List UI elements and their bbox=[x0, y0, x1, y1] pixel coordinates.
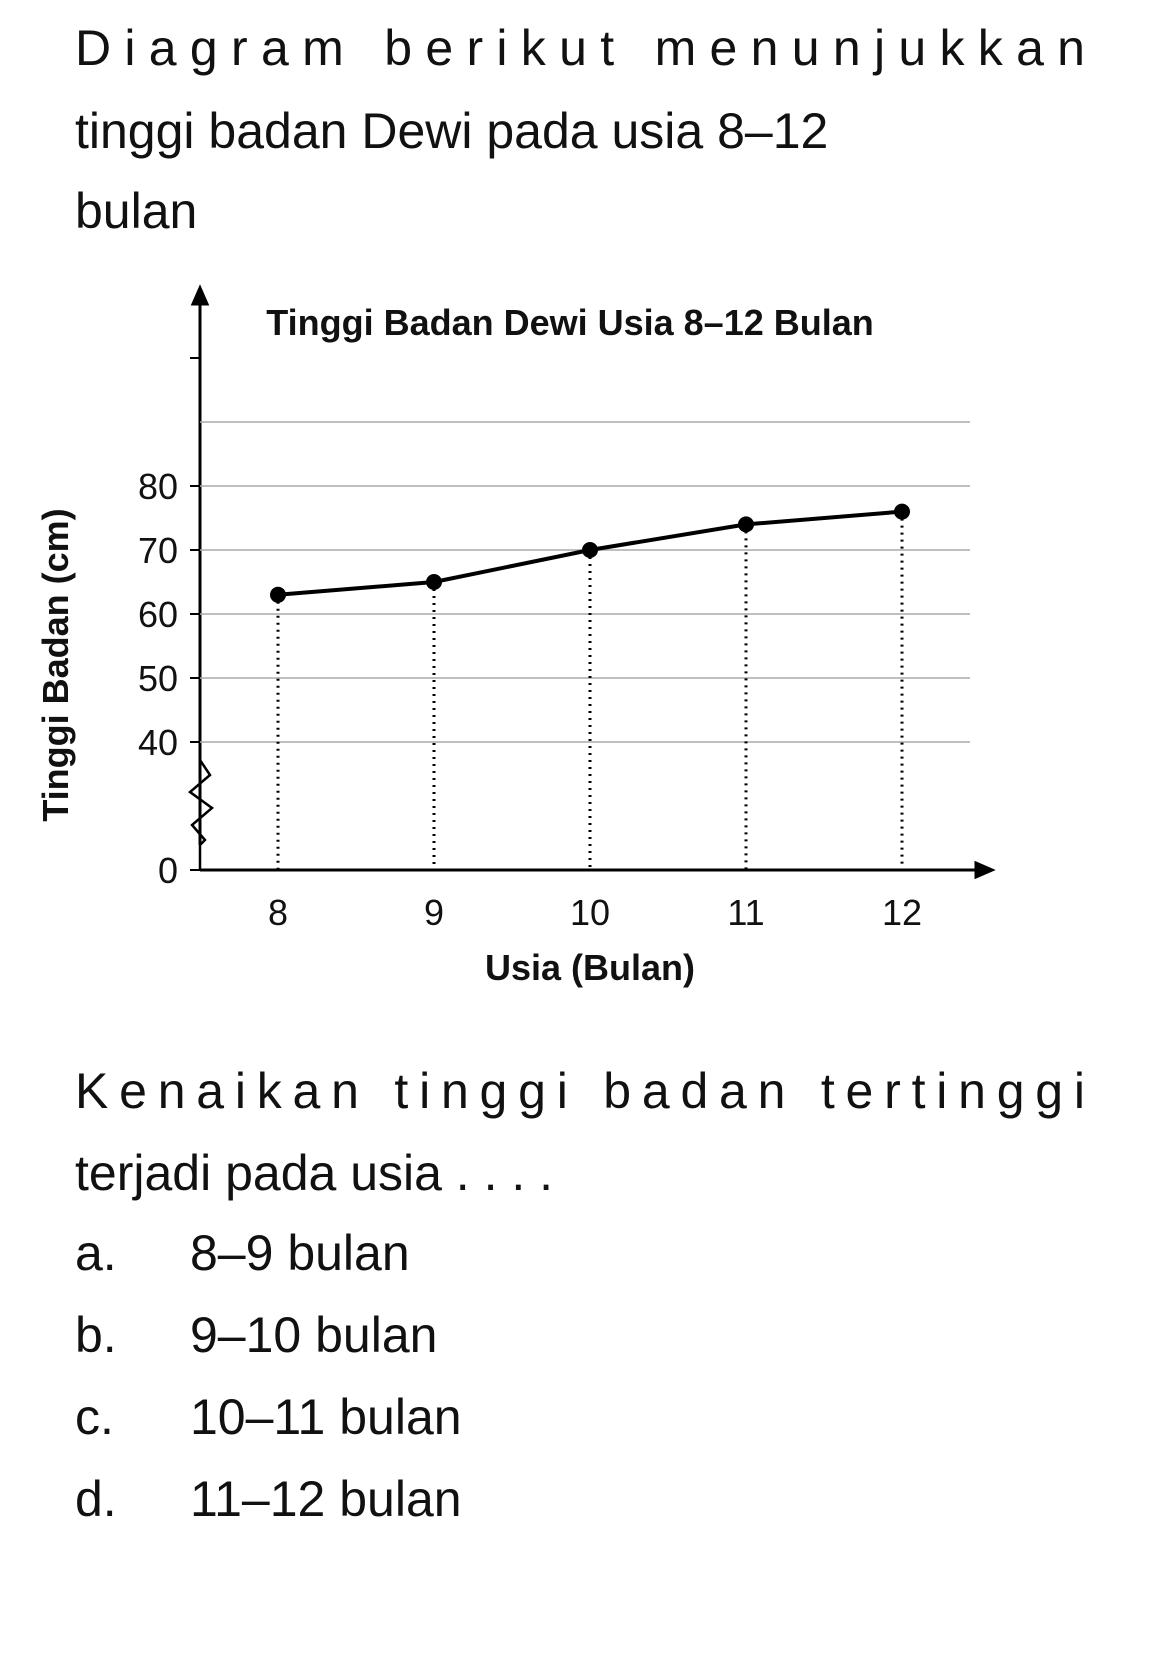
x-tick-label: 8 bbox=[268, 892, 288, 933]
intro-line: Diagram berikut menunjukkan bbox=[75, 20, 1085, 76]
option-text: 9–10 bulan bbox=[190, 1307, 437, 1363]
y-tick-label: 80 bbox=[138, 466, 178, 507]
x-tick-label: 10 bbox=[570, 892, 610, 933]
option-letter: b. bbox=[75, 1307, 117, 1363]
option-letter: d. bbox=[75, 1471, 117, 1527]
option-text: 11–12 bulan bbox=[190, 1471, 462, 1527]
x-tick-label: 12 bbox=[882, 892, 922, 933]
option-text: 10–11 bulan bbox=[190, 1389, 462, 1445]
axes bbox=[187, 284, 996, 880]
question-line: Kenaikan tinggi badan tertinggi bbox=[75, 1063, 1085, 1119]
y-tick-label: 70 bbox=[138, 530, 178, 571]
data-point bbox=[894, 503, 910, 520]
question-line: terjadi pada usia . . . . bbox=[75, 1145, 553, 1201]
y-axis-title: Tinggi Badan (cm) bbox=[35, 508, 76, 821]
chart-title: Tinggi Badan Dewi Usia 8–12 Bulan bbox=[266, 302, 874, 343]
option-letter: c. bbox=[75, 1389, 114, 1445]
y-tick-label: 50 bbox=[138, 658, 178, 699]
data-point bbox=[738, 516, 754, 533]
x-tick-label: 9 bbox=[424, 892, 444, 933]
y-tick-label: 40 bbox=[138, 722, 178, 763]
option-letter: a. bbox=[75, 1225, 117, 1281]
y-tick-label: 60 bbox=[138, 594, 178, 635]
intro-line: bulan bbox=[75, 183, 197, 239]
data-point bbox=[270, 586, 286, 603]
y-tick-label: 0 bbox=[158, 850, 178, 891]
data-point bbox=[582, 542, 598, 558]
intro-line: tinggi badan Dewi pada usia 8–12 bbox=[75, 103, 828, 159]
x-axis-title: Usia (Bulan) bbox=[485, 947, 695, 988]
option-text: 8–9 bulan bbox=[190, 1225, 410, 1281]
x-tick-label: 11 bbox=[727, 892, 764, 933]
data-point bbox=[426, 574, 442, 590]
